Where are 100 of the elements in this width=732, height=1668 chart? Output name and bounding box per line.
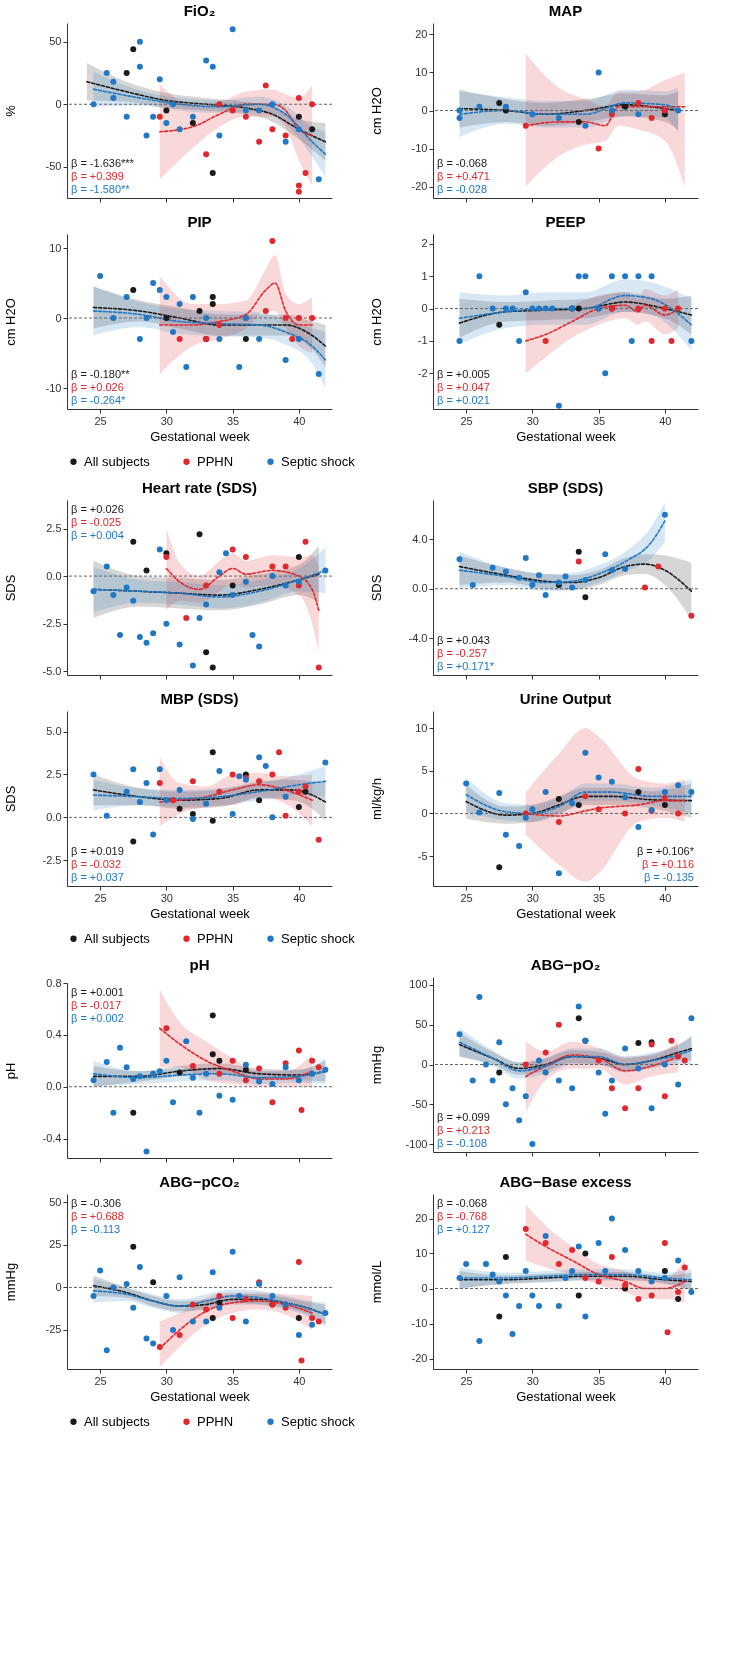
annotation: β = +0.047 [437,381,490,393]
x-tick-label: 30 [526,891,539,904]
x-tick-label: 40 [293,414,306,427]
legend-label: PPHN [197,930,234,946]
x-tick-label: 40 [293,891,306,904]
chart-title: ABG−pO₂ [530,956,601,973]
legend-label: All subjects [84,1413,151,1429]
chart-title: Urine Output [519,690,612,707]
legend-label: Septic shock [281,1413,356,1429]
y-tick-label: 0 [421,302,428,315]
annotation: β = +0.004 [71,529,124,541]
x-tick-label: 25 [460,414,473,427]
chart-title: FiO₂ [183,2,216,19]
y-tick-label: 0 [55,311,62,324]
x-tick-label: 25 [460,891,473,904]
y-tick-label: 25 [49,1238,62,1251]
x-axis-title: Gestational week [150,905,251,921]
x-tick-label: 40 [659,1374,672,1387]
y-axis-title: pH [2,1062,18,1080]
x-tick-label: 25 [460,1374,473,1387]
annotation: β = -0.257 [437,647,488,659]
x-tick-label: 35 [593,1374,606,1387]
annotation: β = -0.028 [437,183,488,195]
annotation: β = +0.043 [437,634,490,646]
x-tick-label: 30 [160,1374,173,1387]
chart-title: PEEP [545,213,586,230]
annotation: β = +0.019 [71,845,124,857]
annotation: β = -1.580** [71,183,131,195]
chart-title: MAP [548,2,583,19]
y-tick-label: 0.0 [46,810,62,823]
x-tick-label: 30 [160,414,173,427]
annotation: β = -0.108 [437,1137,488,1149]
annotation: β = -0.068 [437,157,488,169]
y-axis-title: mmHg [368,1045,384,1085]
annotation: β = -0.135 [643,871,694,883]
y-tick-label: 10 [49,241,62,254]
y-tick-label: 2.5 [46,767,62,780]
annotation: β = +0.127 [437,1223,490,1235]
annotation: β = -0.113 [71,1223,121,1235]
y-tick-label: -20 [411,1352,428,1364]
x-tick-label: 30 [526,1374,539,1387]
y-tick-label: -10 [45,381,62,394]
annotation: β = -0.264* [71,394,127,406]
y-tick-label: 5 [421,764,428,777]
annotation: β = +0.037 [71,871,124,883]
annotation: β = -0.068 [437,1197,488,1209]
legend-label: PPHN [197,453,234,469]
y-tick-label: -2.5 [42,617,62,630]
annotation: β = +0.001 [71,986,124,998]
y-tick-label: -4.0 [408,631,428,644]
y-tick-label: 2.5 [46,522,62,535]
y-tick-label: 5.0 [46,725,62,738]
y-tick-label: 0.4 [46,1028,62,1041]
x-tick-label: 40 [659,414,672,427]
annotation: β = +0.026 [71,503,124,515]
y-tick-label: 50 [415,1018,428,1031]
y-axis-title: cm H2O [2,298,18,346]
y-tick-label: 50 [49,35,62,48]
y-tick-label: -5.0 [42,664,62,677]
x-axis-title: Gestational week [516,428,617,444]
x-tick-label: 35 [227,891,240,904]
y-tick-label: 0 [421,1058,428,1070]
y-tick-label: 0.8 [46,976,62,989]
y-tick-label: 10 [415,65,428,78]
y-axis-title: mmol/L [368,1260,384,1304]
y-tick-label: 0 [421,1282,428,1294]
x-axis-title: Gestational week [150,1388,251,1404]
x-tick-label: 30 [160,891,173,904]
y-tick-label: 50 [49,1196,62,1208]
y-tick-label: -2 [417,366,428,379]
legend-label: Septic shock [281,453,356,469]
x-axis-title: Gestational week [150,428,251,444]
y-tick-label: -50 [411,1097,428,1110]
annotation: β = -0.025 [71,516,122,528]
y-tick-label: 0 [55,97,62,110]
chart-title: SBP (SDS) [527,479,604,496]
y-axis-title: SDS [2,785,18,813]
legend-label: Septic shock [281,930,356,946]
annotation: β = +0.021 [437,394,490,406]
legend-label: PPHN [197,1413,234,1429]
y-axis-title: ml/kg/h [368,778,384,820]
y-tick-label: -20 [411,180,428,193]
y-tick-label: 10 [415,1247,428,1259]
y-tick-label: -50 [45,160,62,173]
annotation: β = +0.471 [437,170,490,182]
y-axis-title: cm H2O [368,298,384,346]
annotation: β = +0.099 [437,1111,490,1123]
annotation: β = -0.306 [71,1197,122,1209]
annotation: β = +0.171* [437,660,495,672]
y-axis-title: SDS [2,574,18,602]
y-tick-label: 0 [55,1280,62,1293]
y-tick-label: -1 [417,334,428,347]
annotation: β = +0.002 [71,1012,124,1024]
x-tick-label: 35 [227,414,240,427]
y-tick-label: 20 [415,27,428,40]
y-tick-label: 4.0 [412,532,428,545]
x-tick-label: 25 [94,414,107,427]
y-tick-label: 0.0 [46,569,62,582]
y-tick-label: -0.4 [42,1132,62,1145]
y-tick-label: -5 [417,849,428,862]
